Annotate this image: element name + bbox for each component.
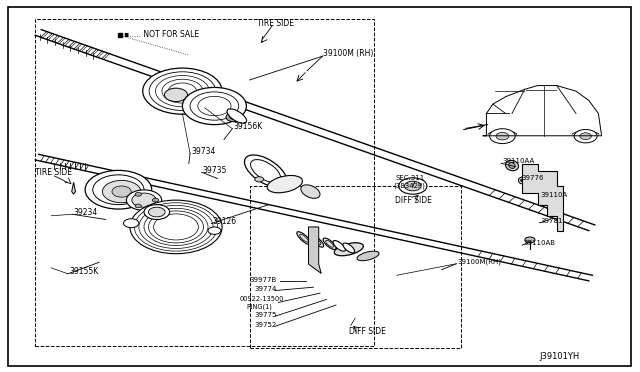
Ellipse shape bbox=[343, 243, 355, 253]
Circle shape bbox=[574, 129, 597, 143]
Polygon shape bbox=[308, 227, 321, 273]
Polygon shape bbox=[72, 182, 76, 194]
Text: 39734: 39734 bbox=[191, 147, 216, 155]
Circle shape bbox=[85, 170, 152, 209]
Text: 39234: 39234 bbox=[74, 208, 98, 217]
Circle shape bbox=[525, 237, 535, 243]
Circle shape bbox=[399, 178, 427, 194]
Circle shape bbox=[549, 197, 562, 205]
Text: 39110AB: 39110AB bbox=[524, 240, 556, 246]
Text: 39775: 39775 bbox=[254, 312, 276, 318]
Ellipse shape bbox=[132, 193, 156, 207]
Text: DIFF SIDE: DIFF SIDE bbox=[349, 327, 386, 336]
Ellipse shape bbox=[297, 232, 311, 245]
Text: ▪..... NOT FOR SALE: ▪..... NOT FOR SALE bbox=[124, 31, 198, 39]
Text: SEC.311: SEC.311 bbox=[396, 175, 425, 181]
Text: DIFF SIDE: DIFF SIDE bbox=[395, 196, 432, 205]
Circle shape bbox=[552, 199, 559, 203]
Ellipse shape bbox=[148, 207, 165, 217]
Ellipse shape bbox=[323, 238, 336, 250]
Text: TIRE SIDE: TIRE SIDE bbox=[35, 169, 72, 177]
Text: 39100M (RH): 39100M (RH) bbox=[323, 49, 374, 58]
Circle shape bbox=[226, 113, 241, 122]
Circle shape bbox=[135, 192, 141, 196]
Circle shape bbox=[544, 177, 550, 180]
Ellipse shape bbox=[267, 176, 303, 193]
Circle shape bbox=[230, 115, 237, 119]
Ellipse shape bbox=[521, 179, 526, 182]
Ellipse shape bbox=[255, 177, 264, 182]
Ellipse shape bbox=[518, 177, 529, 184]
Ellipse shape bbox=[301, 185, 320, 198]
Circle shape bbox=[164, 88, 188, 102]
Text: 39774: 39774 bbox=[254, 286, 276, 292]
Text: 39126: 39126 bbox=[212, 217, 237, 226]
Ellipse shape bbox=[506, 160, 518, 171]
Ellipse shape bbox=[227, 109, 246, 123]
Bar bbox=[35, 19, 374, 346]
Circle shape bbox=[130, 200, 222, 254]
Text: 39155K: 39155K bbox=[69, 267, 99, 276]
Text: 39110AA: 39110AA bbox=[502, 158, 534, 164]
Text: 39735: 39735 bbox=[203, 166, 227, 174]
Circle shape bbox=[143, 68, 222, 114]
Circle shape bbox=[580, 133, 591, 140]
Circle shape bbox=[124, 219, 139, 228]
Ellipse shape bbox=[251, 160, 280, 183]
Circle shape bbox=[541, 175, 554, 182]
Ellipse shape bbox=[334, 243, 364, 256]
Circle shape bbox=[152, 198, 159, 202]
Circle shape bbox=[112, 186, 131, 197]
Text: 39781: 39781 bbox=[541, 218, 563, 224]
Text: 39776: 39776 bbox=[522, 175, 544, 181]
Ellipse shape bbox=[357, 251, 379, 261]
Text: 39110A: 39110A bbox=[541, 192, 568, 198]
Circle shape bbox=[404, 181, 421, 191]
Circle shape bbox=[135, 204, 141, 208]
Text: 39752: 39752 bbox=[254, 322, 276, 328]
Text: 39156K: 39156K bbox=[234, 122, 263, 131]
Circle shape bbox=[496, 132, 509, 140]
Text: 39100M(RH): 39100M(RH) bbox=[458, 258, 502, 265]
Text: J39101YH: J39101YH bbox=[540, 352, 580, 361]
Text: RING(1): RING(1) bbox=[246, 303, 272, 310]
Text: (38342P): (38342P) bbox=[394, 182, 426, 189]
Circle shape bbox=[208, 227, 221, 234]
Text: TIRE SIDE: TIRE SIDE bbox=[257, 19, 294, 28]
Polygon shape bbox=[522, 164, 563, 231]
Ellipse shape bbox=[310, 235, 324, 247]
Circle shape bbox=[182, 87, 246, 125]
Ellipse shape bbox=[127, 190, 161, 211]
Bar bbox=[250, 186, 461, 348]
Circle shape bbox=[102, 180, 141, 203]
Circle shape bbox=[93, 175, 144, 205]
Text: 39977B: 39977B bbox=[250, 277, 277, 283]
Ellipse shape bbox=[244, 155, 287, 187]
Text: 00922-13500: 00922-13500 bbox=[240, 296, 285, 302]
Ellipse shape bbox=[144, 205, 170, 219]
Ellipse shape bbox=[333, 241, 346, 251]
Circle shape bbox=[490, 129, 515, 144]
Ellipse shape bbox=[509, 163, 515, 169]
